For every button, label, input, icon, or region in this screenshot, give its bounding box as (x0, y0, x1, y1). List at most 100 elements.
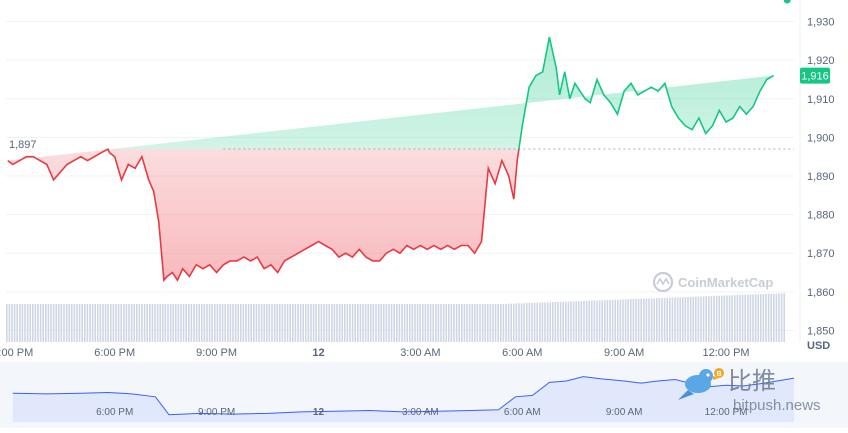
volume-bar (468, 304, 471, 342)
volume-bar (414, 304, 416, 342)
navigator-tick-label: 9:00 AM (606, 407, 643, 418)
volume-bar (336, 304, 338, 342)
volume-bar (463, 304, 466, 342)
volume-bar (86, 304, 89, 342)
area-fill-down (7, 148, 519, 281)
volume-bar (11, 304, 13, 342)
volume-bar (557, 301, 559, 342)
volume-bar (211, 304, 213, 342)
volume-bar (593, 300, 596, 342)
volume-bars (6, 293, 785, 342)
volume-bar (598, 300, 601, 342)
volume-bar (726, 295, 728, 342)
volume-bar (268, 304, 271, 342)
volume-bar (754, 294, 757, 342)
volume-bar (476, 304, 479, 342)
volume-bar (723, 295, 726, 342)
volume-bar (520, 303, 523, 342)
volume-bar (710, 296, 713, 342)
x-tick-label: 9:00 AM (604, 347, 644, 359)
volume-bar (474, 304, 476, 342)
volume-bar (286, 304, 289, 342)
y-tick-label: 1,900 (807, 132, 835, 144)
volume-bar (172, 304, 174, 342)
volume-bar (403, 304, 406, 342)
currency-label: USD (807, 340, 830, 352)
watermark-brand: CoinMarketCap (678, 275, 773, 290)
volume-bar (260, 304, 263, 342)
volume-bar (780, 293, 783, 342)
volume-bar (237, 304, 239, 342)
volume-bar (385, 304, 388, 342)
volume-bar (143, 304, 146, 342)
bitpush-domain-text: bitpush.news (733, 397, 821, 414)
volume-bar (442, 304, 445, 342)
navigator-tick-label: 6:00 AM (504, 407, 541, 418)
volume-bar (770, 293, 772, 342)
volume-bar (302, 304, 304, 342)
coinmarketcap-logo-icon (652, 271, 674, 293)
volume-bar (383, 304, 385, 342)
volume-bar (497, 304, 499, 342)
volume-bar (58, 304, 60, 342)
x-tick-label: 9:00 PM (196, 347, 237, 359)
volume-bar (117, 304, 120, 342)
volume-bar (247, 304, 250, 342)
volume-bar (307, 304, 310, 342)
volume-bar (539, 302, 541, 342)
volume-bar (253, 304, 255, 342)
volume-bar (783, 293, 785, 342)
volume-bar (455, 304, 458, 342)
volume-bar (279, 304, 281, 342)
volume-bar (201, 304, 203, 342)
volume-bar (130, 304, 133, 342)
volume-bar (362, 304, 364, 342)
x-tick-label: 12:00 PM (703, 347, 750, 359)
volume-bar (331, 304, 333, 342)
volume-bar (263, 304, 265, 342)
volume-bar (515, 303, 518, 342)
volume-bar (549, 302, 551, 342)
price-line-up (106, 36, 774, 149)
volume-bar (292, 304, 294, 342)
volume-bar (76, 304, 78, 342)
volume-bar (42, 304, 44, 342)
volume-bar (216, 304, 219, 342)
volume-bar (294, 304, 297, 342)
volume-bar (609, 299, 611, 342)
volume-bar (141, 304, 143, 342)
volume-bar (344, 304, 346, 342)
y-tick-label: 1,850 (807, 325, 835, 337)
volume-bar (588, 300, 590, 342)
volume-bar (648, 298, 650, 342)
volume-bar (406, 304, 408, 342)
volume-bar (136, 304, 138, 342)
volume-bar (346, 304, 349, 342)
svg-text:B: B (716, 371, 721, 378)
volume-bar (533, 302, 536, 342)
navigator-tick-label: 12 (313, 407, 325, 418)
volume-bar (411, 304, 414, 342)
volume-bar (416, 304, 419, 342)
volume-bar (367, 304, 369, 342)
volume-bar (377, 304, 380, 342)
volume-bar (242, 304, 245, 342)
volume-bar (372, 304, 375, 342)
volume-bar (26, 304, 29, 342)
volume-bar (232, 304, 234, 342)
volume-bar (110, 304, 112, 342)
volume-bar (29, 304, 31, 342)
coinmarketcap-logo-mark (656, 277, 670, 286)
volume-bar (234, 304, 237, 342)
bitpush-chinese-text: 比推 (728, 368, 776, 395)
volume-bar (419, 304, 421, 342)
reference-price-label: 1,897 (9, 139, 37, 151)
volume-bar (767, 293, 770, 342)
volume-bar (632, 299, 635, 342)
volume-bar (359, 304, 362, 342)
volume-bar (591, 300, 593, 342)
volume-bar (687, 296, 689, 342)
volume-bar (650, 298, 653, 342)
